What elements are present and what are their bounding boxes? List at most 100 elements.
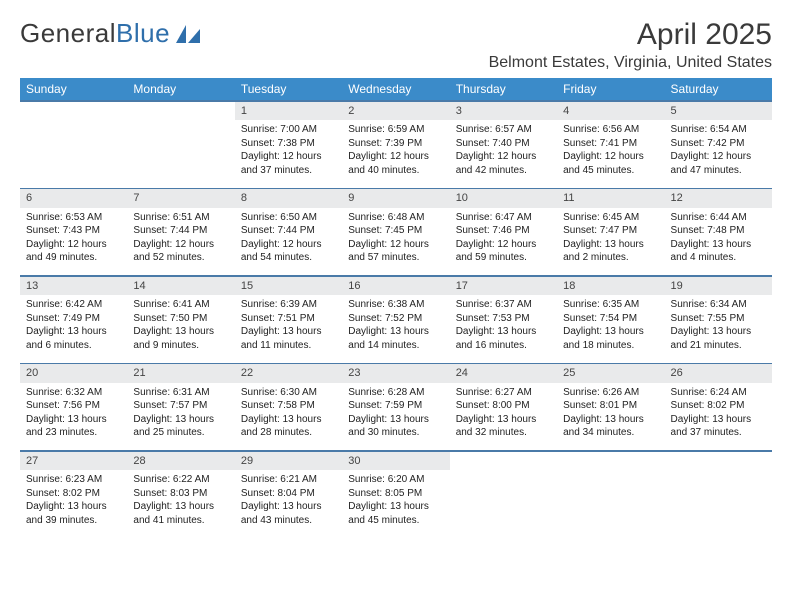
- title-block: April 2025 Belmont Estates, Virginia, Un…: [489, 18, 772, 72]
- day-number: 26: [665, 364, 772, 383]
- day-body: Sunrise: 6:38 AMSunset: 7:52 PMDaylight:…: [342, 295, 449, 358]
- sunrise-text: Sunrise: 6:45 AM: [563, 211, 658, 225]
- sunset-text: Sunset: 7:58 PM: [241, 399, 336, 413]
- daylight-text: Daylight: 12 hours and 57 minutes.: [348, 238, 443, 265]
- sunset-text: Sunset: 7:59 PM: [348, 399, 443, 413]
- day-cell: 25Sunrise: 6:26 AMSunset: 8:01 PMDayligh…: [557, 364, 664, 450]
- daylight-text: Daylight: 13 hours and 4 minutes.: [671, 238, 766, 265]
- calendar-week-row: 1Sunrise: 7:00 AMSunset: 7:38 PMDaylight…: [20, 102, 772, 188]
- day-cell: 24Sunrise: 6:27 AMSunset: 8:00 PMDayligh…: [450, 364, 557, 450]
- sunrise-text: Sunrise: 7:00 AM: [241, 123, 336, 137]
- day-cell: 12Sunrise: 6:44 AMSunset: 7:48 PMDayligh…: [665, 189, 772, 275]
- day-body: Sunrise: 6:56 AMSunset: 7:41 PMDaylight:…: [557, 120, 664, 183]
- day-body: Sunrise: 6:50 AMSunset: 7:44 PMDaylight:…: [235, 208, 342, 271]
- sunrise-text: Sunrise: 6:23 AM: [26, 473, 121, 487]
- sunrise-text: Sunrise: 6:27 AM: [456, 386, 551, 400]
- day-body: Sunrise: 6:37 AMSunset: 7:53 PMDaylight:…: [450, 295, 557, 358]
- day-body: Sunrise: 6:32 AMSunset: 7:56 PMDaylight:…: [20, 383, 127, 446]
- sunset-text: Sunset: 7:56 PM: [26, 399, 121, 413]
- day-cell: 17Sunrise: 6:37 AMSunset: 7:53 PMDayligh…: [450, 277, 557, 363]
- sunset-text: Sunset: 8:02 PM: [26, 487, 121, 501]
- daylight-text: Daylight: 12 hours and 45 minutes.: [563, 150, 658, 177]
- day-cell: 16Sunrise: 6:38 AMSunset: 7:52 PMDayligh…: [342, 277, 449, 363]
- sunrise-text: Sunrise: 6:48 AM: [348, 211, 443, 225]
- day-number: 19: [665, 277, 772, 296]
- daylight-text: Daylight: 13 hours and 14 minutes.: [348, 325, 443, 352]
- day-body: Sunrise: 6:45 AMSunset: 7:47 PMDaylight:…: [557, 208, 664, 271]
- day-cell: 4Sunrise: 6:56 AMSunset: 7:41 PMDaylight…: [557, 102, 664, 188]
- sunset-text: Sunset: 8:02 PM: [671, 399, 766, 413]
- day-body: Sunrise: 6:23 AMSunset: 8:02 PMDaylight:…: [20, 470, 127, 533]
- daylight-text: Daylight: 13 hours and 9 minutes.: [133, 325, 228, 352]
- day-cell: 13Sunrise: 6:42 AMSunset: 7:49 PMDayligh…: [20, 277, 127, 363]
- daylight-text: Daylight: 13 hours and 39 minutes.: [26, 500, 121, 527]
- day-number: 11: [557, 189, 664, 208]
- daylight-text: Daylight: 13 hours and 34 minutes.: [563, 413, 658, 440]
- day-number: 3: [450, 102, 557, 121]
- day-number: 9: [342, 189, 449, 208]
- sunset-text: Sunset: 7:40 PM: [456, 137, 551, 151]
- day-cell: [665, 452, 772, 538]
- day-number: 25: [557, 364, 664, 383]
- day-cell: 19Sunrise: 6:34 AMSunset: 7:55 PMDayligh…: [665, 277, 772, 363]
- daylight-text: Daylight: 13 hours and 6 minutes.: [26, 325, 121, 352]
- sunrise-text: Sunrise: 6:54 AM: [671, 123, 766, 137]
- daylight-text: Daylight: 12 hours and 40 minutes.: [348, 150, 443, 177]
- day-cell: [127, 102, 234, 188]
- day-cell: 6Sunrise: 6:53 AMSunset: 7:43 PMDaylight…: [20, 189, 127, 275]
- day-number: 16: [342, 277, 449, 296]
- month-title: April 2025: [489, 18, 772, 52]
- day-number: 20: [20, 364, 127, 383]
- sunset-text: Sunset: 7:39 PM: [348, 137, 443, 151]
- sunset-text: Sunset: 8:00 PM: [456, 399, 551, 413]
- day-header: Wednesday: [342, 78, 449, 100]
- day-number: 15: [235, 277, 342, 296]
- day-number: 28: [127, 452, 234, 471]
- day-header: Tuesday: [235, 78, 342, 100]
- day-number: 8: [235, 189, 342, 208]
- day-number: 22: [235, 364, 342, 383]
- sunset-text: Sunset: 7:42 PM: [671, 137, 766, 151]
- sunrise-text: Sunrise: 6:44 AM: [671, 211, 766, 225]
- sunrise-text: Sunrise: 6:47 AM: [456, 211, 551, 225]
- day-cell: 2Sunrise: 6:59 AMSunset: 7:39 PMDaylight…: [342, 102, 449, 188]
- sunrise-text: Sunrise: 6:57 AM: [456, 123, 551, 137]
- day-header: Sunday: [20, 78, 127, 100]
- daylight-text: Daylight: 12 hours and 42 minutes.: [456, 150, 551, 177]
- day-number: 1: [235, 102, 342, 121]
- day-body: Sunrise: 6:26 AMSunset: 8:01 PMDaylight:…: [557, 383, 664, 446]
- day-cell: 22Sunrise: 6:30 AMSunset: 7:58 PMDayligh…: [235, 364, 342, 450]
- daylight-text: Daylight: 13 hours and 43 minutes.: [241, 500, 336, 527]
- sunset-text: Sunset: 8:04 PM: [241, 487, 336, 501]
- daylight-text: Daylight: 12 hours and 37 minutes.: [241, 150, 336, 177]
- day-number: 18: [557, 277, 664, 296]
- day-number: 12: [665, 189, 772, 208]
- day-cell: 10Sunrise: 6:47 AMSunset: 7:46 PMDayligh…: [450, 189, 557, 275]
- logo-text-general: General: [20, 18, 116, 49]
- calendar-week-row: 20Sunrise: 6:32 AMSunset: 7:56 PMDayligh…: [20, 364, 772, 450]
- sunset-text: Sunset: 7:51 PM: [241, 312, 336, 326]
- day-body: Sunrise: 6:41 AMSunset: 7:50 PMDaylight:…: [127, 295, 234, 358]
- day-cell: 23Sunrise: 6:28 AMSunset: 7:59 PMDayligh…: [342, 364, 449, 450]
- sunrise-text: Sunrise: 6:56 AM: [563, 123, 658, 137]
- day-number: 21: [127, 364, 234, 383]
- calendar-week-row: 13Sunrise: 6:42 AMSunset: 7:49 PMDayligh…: [20, 277, 772, 363]
- sunrise-text: Sunrise: 6:31 AM: [133, 386, 228, 400]
- sunset-text: Sunset: 7:49 PM: [26, 312, 121, 326]
- sunset-text: Sunset: 7:44 PM: [241, 224, 336, 238]
- sunset-text: Sunset: 7:45 PM: [348, 224, 443, 238]
- sunrise-text: Sunrise: 6:59 AM: [348, 123, 443, 137]
- sunrise-text: Sunrise: 6:21 AM: [241, 473, 336, 487]
- sunset-text: Sunset: 8:01 PM: [563, 399, 658, 413]
- daylight-text: Daylight: 13 hours and 45 minutes.: [348, 500, 443, 527]
- day-number: 27: [20, 452, 127, 471]
- topbar: GeneralBlue April 2025 Belmont Estates, …: [20, 18, 772, 72]
- day-body: Sunrise: 6:22 AMSunset: 8:03 PMDaylight:…: [127, 470, 234, 533]
- day-body: Sunrise: 6:42 AMSunset: 7:49 PMDaylight:…: [20, 295, 127, 358]
- sunrise-text: Sunrise: 6:50 AM: [241, 211, 336, 225]
- day-cell: 8Sunrise: 6:50 AMSunset: 7:44 PMDaylight…: [235, 189, 342, 275]
- day-cell: [557, 452, 664, 538]
- day-body: Sunrise: 6:21 AMSunset: 8:04 PMDaylight:…: [235, 470, 342, 533]
- sunrise-text: Sunrise: 6:34 AM: [671, 298, 766, 312]
- daylight-text: Daylight: 13 hours and 32 minutes.: [456, 413, 551, 440]
